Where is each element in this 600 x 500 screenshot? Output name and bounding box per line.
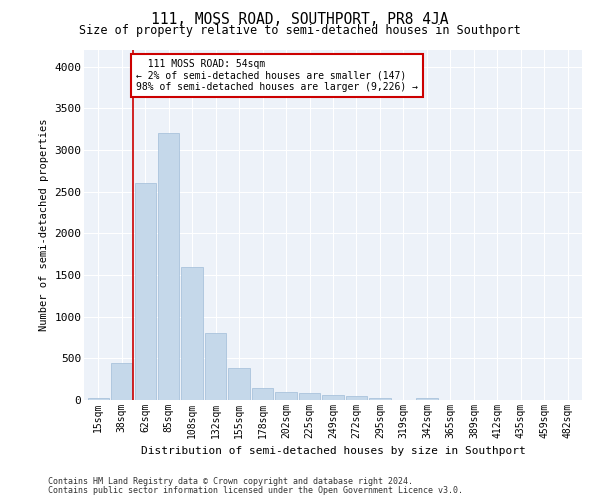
Bar: [322, 395, 344, 400]
Bar: [416, 398, 437, 400]
Text: Size of property relative to semi-detached houses in Southport: Size of property relative to semi-detach…: [79, 24, 521, 37]
Text: 111, MOSS ROAD, SOUTHPORT, PR8 4JA: 111, MOSS ROAD, SOUTHPORT, PR8 4JA: [151, 12, 449, 26]
Bar: [370, 398, 391, 400]
Bar: [252, 388, 273, 400]
Text: Contains HM Land Registry data © Crown copyright and database right 2024.: Contains HM Land Registry data © Crown c…: [48, 477, 413, 486]
Bar: [88, 398, 109, 400]
Bar: [346, 396, 367, 400]
Bar: [181, 266, 203, 400]
Bar: [111, 362, 132, 400]
Bar: [134, 184, 155, 400]
Bar: [229, 368, 250, 400]
Text: Contains public sector information licensed under the Open Government Licence v3: Contains public sector information licen…: [48, 486, 463, 495]
Bar: [299, 394, 320, 400]
Bar: [275, 392, 296, 400]
X-axis label: Distribution of semi-detached houses by size in Southport: Distribution of semi-detached houses by …: [140, 446, 526, 456]
Bar: [158, 134, 179, 400]
Y-axis label: Number of semi-detached properties: Number of semi-detached properties: [38, 118, 49, 331]
Bar: [205, 334, 226, 400]
Text: 111 MOSS ROAD: 54sqm
← 2% of semi-detached houses are smaller (147)
98% of semi-: 111 MOSS ROAD: 54sqm ← 2% of semi-detach…: [136, 59, 418, 92]
